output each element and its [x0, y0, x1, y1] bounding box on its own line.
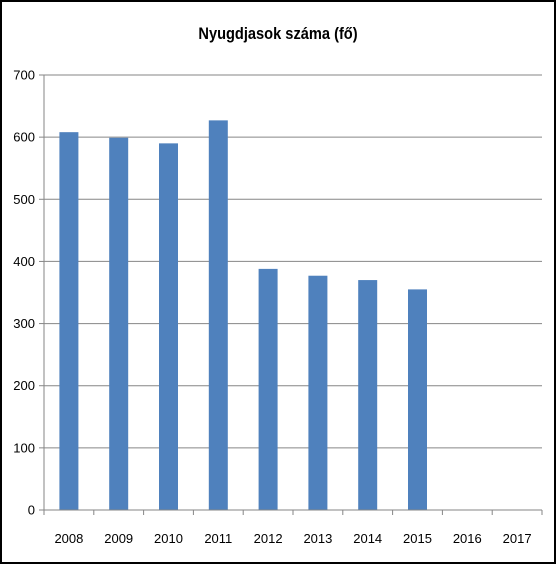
x-tick-label: 2014: [353, 531, 382, 546]
x-tick-label: 2017: [503, 531, 532, 546]
bar-2010: [159, 143, 178, 510]
y-tick-label: 300: [13, 316, 35, 331]
x-tick-label: 2008: [54, 531, 83, 546]
y-tick-labels: 0 100 200 300 400 500 600 700: [13, 68, 35, 518]
gridlines: [44, 74, 542, 449]
x-tick-label: 2012: [254, 531, 283, 546]
y-tick-label: 700: [13, 68, 35, 83]
x-tick-label: 2009: [104, 531, 133, 546]
x-tick-label: 2015: [403, 531, 432, 546]
y-tick-label: 600: [13, 130, 35, 145]
x-tick-label: 2010: [154, 531, 183, 546]
x-tick-label: 2011: [204, 531, 232, 546]
x-tick-label: 2013: [303, 531, 332, 546]
bar-2008: [59, 132, 79, 510]
y-tick-label: 500: [13, 192, 35, 207]
y-tick-label: 100: [13, 440, 35, 455]
x-tick-labels: 2008 2009 2010 2011 2012 2013 2014 2015 2016 2017: [54, 531, 531, 546]
chart-title: Nyugdjasok száma (fő): [198, 24, 358, 43]
bar-2009: [109, 137, 129, 510]
y-tick-label: 200: [13, 378, 35, 393]
bar-2015: [408, 289, 427, 510]
bars: [59, 120, 427, 510]
bar-2012: [258, 268, 278, 510]
bar-2013: [308, 275, 328, 510]
bar-2011: [208, 120, 228, 510]
y-tick-label: 0: [28, 503, 35, 518]
x-tick-label: 2016: [453, 531, 482, 546]
axes: [39, 74, 543, 515]
bar-2014: [358, 280, 378, 510]
y-tick-label: 400: [13, 254, 35, 269]
